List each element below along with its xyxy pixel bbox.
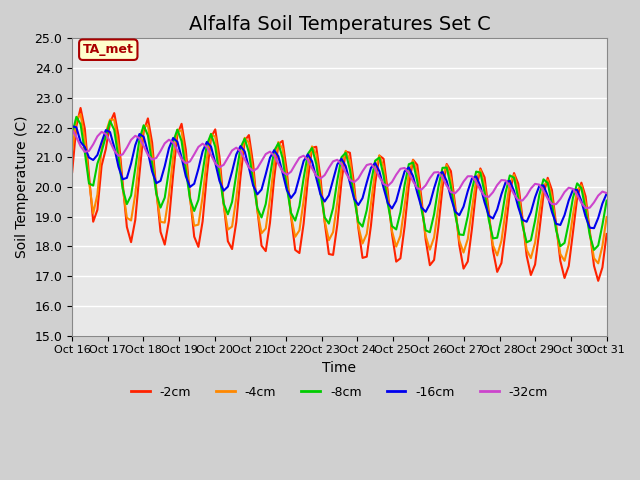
- -16cm: [346, 180, 354, 186]
- -2cm: [291, 247, 299, 253]
- -16cm: [287, 195, 295, 201]
- -8cm: [291, 218, 299, 224]
- -32cm: [266, 149, 274, 155]
- Line: -8cm: -8cm: [72, 117, 607, 250]
- -8cm: [350, 195, 358, 201]
- -2cm: [68, 169, 76, 175]
- -2cm: [77, 105, 84, 111]
- -16cm: [199, 148, 207, 154]
- -32cm: [68, 127, 76, 132]
- -16cm: [603, 191, 611, 196]
- -4cm: [595, 261, 602, 266]
- Line: -2cm: -2cm: [72, 108, 607, 281]
- -2cm: [270, 176, 278, 181]
- -16cm: [577, 198, 585, 204]
- -16cm: [68, 123, 76, 129]
- -4cm: [582, 200, 589, 206]
- -8cm: [203, 142, 211, 147]
- Line: -16cm: -16cm: [72, 126, 607, 228]
- -16cm: [527, 209, 534, 215]
- -32cm: [582, 205, 589, 211]
- -4cm: [203, 156, 211, 162]
- -2cm: [203, 173, 211, 179]
- -16cm: [266, 155, 274, 161]
- -8cm: [582, 207, 589, 213]
- -2cm: [350, 181, 358, 187]
- -4cm: [291, 234, 299, 240]
- -32cm: [199, 141, 207, 146]
- -4cm: [77, 111, 84, 117]
- -32cm: [287, 169, 295, 175]
- Text: TA_met: TA_met: [83, 43, 134, 56]
- -2cm: [531, 262, 539, 267]
- -32cm: [527, 186, 534, 192]
- -4cm: [603, 214, 611, 220]
- Title: Alfalfa Soil Temperatures Set C: Alfalfa Soil Temperatures Set C: [189, 15, 490, 34]
- Legend: -2cm, -4cm, -8cm, -16cm, -32cm: -2cm, -4cm, -8cm, -16cm, -32cm: [126, 381, 553, 404]
- -4cm: [531, 240, 539, 245]
- -4cm: [270, 160, 278, 166]
- Line: -32cm: -32cm: [72, 130, 607, 208]
- -8cm: [531, 217, 539, 223]
- -8cm: [72, 114, 80, 120]
- -4cm: [68, 149, 76, 155]
- -2cm: [595, 278, 602, 284]
- Y-axis label: Soil Temperature (C): Soil Temperature (C): [15, 116, 29, 258]
- -4cm: [350, 189, 358, 195]
- -32cm: [346, 177, 354, 183]
- -8cm: [603, 198, 611, 204]
- Line: -4cm: -4cm: [72, 114, 607, 264]
- -16cm: [590, 225, 598, 231]
- -8cm: [590, 247, 598, 253]
- -32cm: [603, 190, 611, 196]
- -32cm: [577, 200, 585, 206]
- -2cm: [582, 193, 589, 199]
- -2cm: [603, 231, 611, 237]
- -8cm: [68, 131, 76, 137]
- X-axis label: Time: Time: [323, 361, 356, 375]
- -8cm: [270, 148, 278, 154]
